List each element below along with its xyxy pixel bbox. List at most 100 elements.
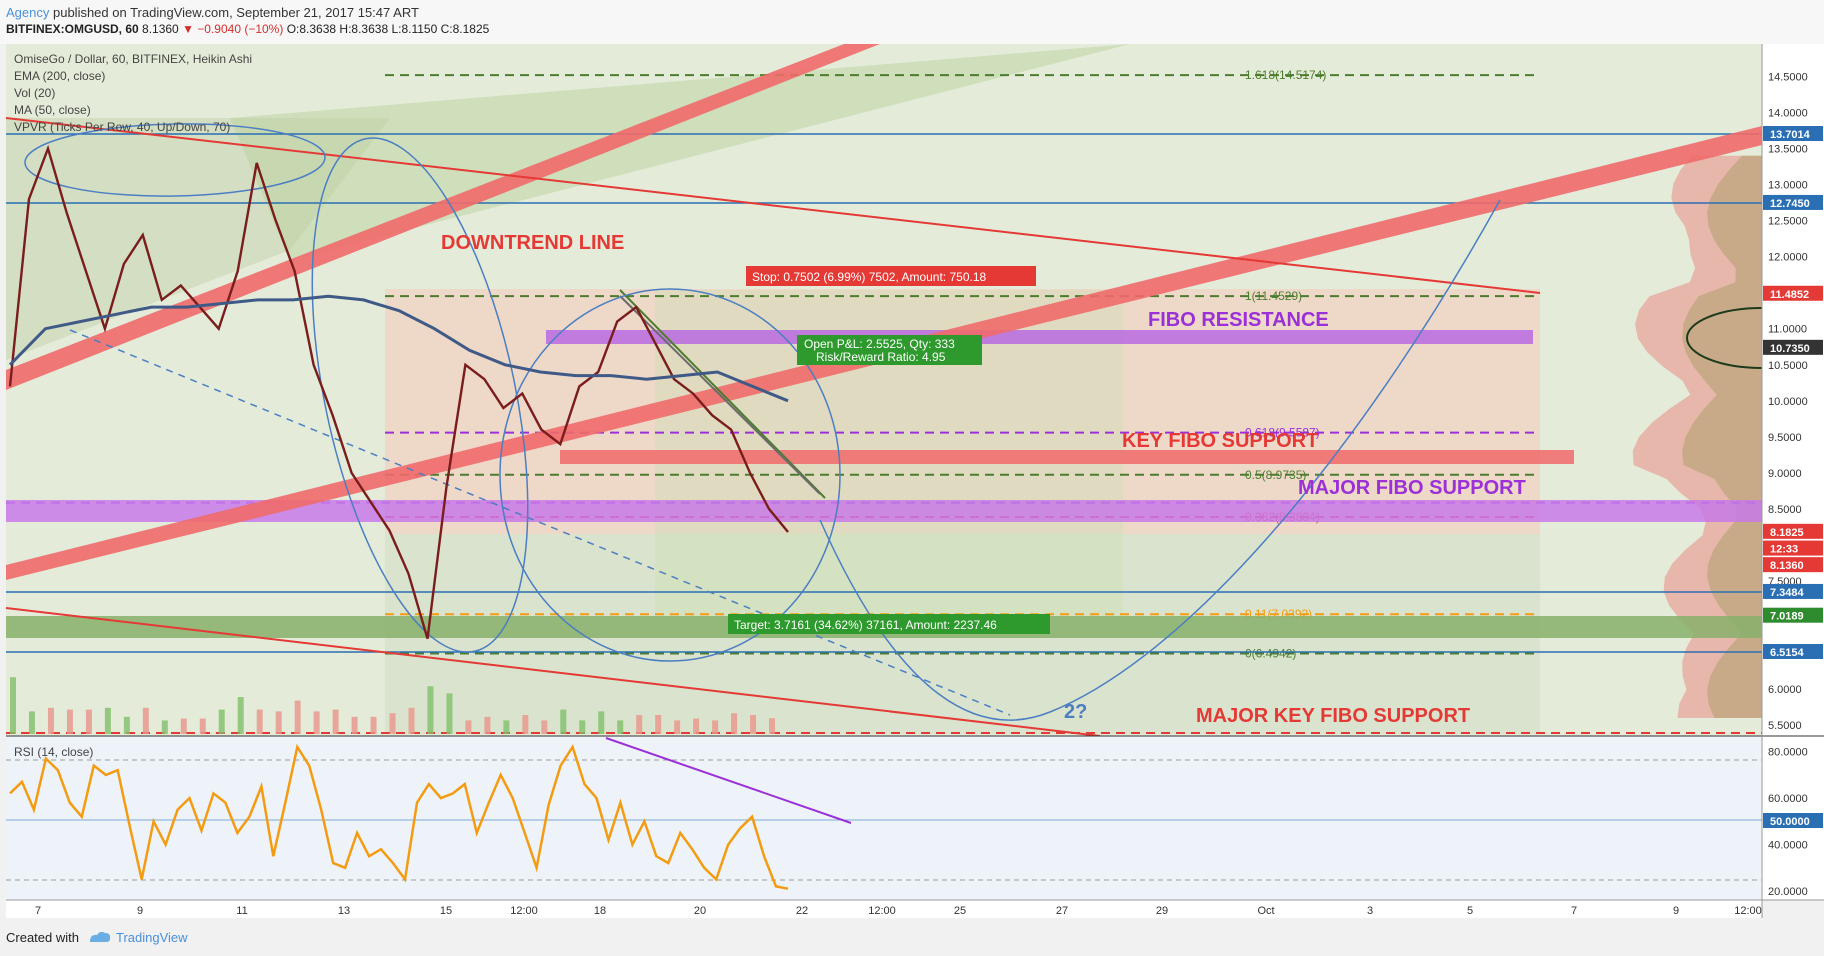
target-label-bg	[728, 614, 1050, 634]
symbol-line: BITFINEX:OMGUSD, 60 8.1360 ▼ −0.9040 (−1…	[6, 22, 489, 36]
volume-bar	[351, 716, 358, 734]
fib-level-label: 0(6.4942)	[1245, 647, 1296, 661]
volume-bar	[560, 709, 567, 734]
volume-bar	[769, 718, 776, 734]
volume-bar	[484, 716, 491, 734]
published-text: published on TradingView.com, September …	[49, 5, 419, 20]
major-key-fibo-label: MAJOR KEY FIBO SUPPORT	[1196, 705, 1470, 727]
fibo-resistance-zone	[546, 330, 1533, 344]
target-label: Target: 3.7161 (34.62%) 37161, Amount: 2…	[734, 618, 997, 632]
price-badge-label: 8.1360	[1770, 560, 1804, 572]
price-badge-label: 7.3484	[1770, 587, 1805, 599]
x-tick-label: 9	[1673, 905, 1679, 917]
vpvr-va-marker	[1686, 307, 1762, 369]
volume-bar	[503, 720, 510, 734]
volume-bar	[123, 716, 130, 734]
volume-bar	[465, 720, 472, 734]
volume-bar	[332, 709, 339, 734]
rsi-line	[9, 743, 789, 890]
x-tick-label: 12:00	[510, 905, 538, 917]
volume-bar	[28, 711, 35, 734]
x-tick-label: 12:00	[868, 905, 896, 917]
rsi-tick-label: 20.0000	[1768, 886, 1808, 898]
volume-bar	[256, 709, 263, 734]
chart-header: Agency published on TradingView.com, Sep…	[0, 0, 1824, 44]
grey-channel-line	[619, 295, 821, 495]
key-fibo-label: KEY FIBO SUPPORT	[1122, 430, 1318, 452]
y-tick-label: 10.0000	[1768, 396, 1808, 408]
price-axis-bg	[1762, 44, 1824, 900]
y-tick-label: 14.0000	[1768, 107, 1808, 119]
x-tick-label: 3	[1367, 905, 1373, 917]
volume-bar	[636, 715, 643, 734]
publish-line: Agency published on TradingView.com, Sep…	[6, 5, 419, 20]
volume-bar	[446, 693, 453, 734]
dashed-trend-line	[69, 329, 1011, 716]
fibo-resistance-label: FIBO RESISTANCE	[1148, 309, 1329, 331]
volume-bar	[275, 711, 282, 734]
y-tick-label: 13.5000	[1768, 144, 1808, 156]
volume-bar	[104, 707, 111, 734]
legend-vol: Vol (20)	[14, 86, 55, 100]
downtrend-label: DOWNTREND LINE	[441, 232, 624, 254]
price-badge-label: 10.7350	[1770, 343, 1810, 355]
fib-level-label: 0.5(8.9735)	[1245, 468, 1306, 482]
x-tick-label: 5	[1467, 905, 1473, 917]
y-tick-label: 9.5000	[1768, 432, 1802, 444]
price-badge	[1763, 339, 1823, 355]
cycle-ellipse-2	[311, 137, 529, 653]
y-tick-label: 10.5000	[1768, 360, 1808, 372]
price-badge	[1763, 643, 1823, 659]
price-badge-label: 7.0189	[1770, 611, 1804, 623]
volume-bar	[370, 716, 377, 734]
chart-canvas[interactable]: 1.618(14.5174) 1(11.4529) 0.618(9.5587) 0.5…	[0, 0, 1824, 918]
rsi-tick-label: 60.0000	[1768, 793, 1808, 805]
x-tick-label: 12:00	[1734, 905, 1762, 917]
y-tick-label: 8.5000	[1768, 504, 1802, 516]
x-tick-label: 7	[1571, 905, 1577, 917]
y-tick-label: 14.5000	[1768, 71, 1808, 83]
last-price: 8.1360	[142, 22, 179, 36]
x-tick-label: 11	[236, 905, 247, 917]
y-tick-label: 6.0000	[1768, 684, 1802, 696]
price-line	[8, 144, 789, 640]
volume-bar	[750, 715, 757, 734]
volume-bar	[199, 718, 206, 734]
x-tick-label: 15	[440, 905, 452, 917]
rsi-tick-label: 40.0000	[1768, 840, 1808, 852]
x-tick-label: 18	[594, 905, 606, 917]
volume-bar	[655, 715, 662, 734]
pnl-label: Open P&L: 2.5525, Qty: 333	[804, 337, 955, 351]
footer: Created with TradingView	[0, 918, 1824, 956]
volume-bar	[693, 718, 700, 734]
fib-level-label: 1.618(14.5174)	[1245, 68, 1326, 82]
volume-bar	[10, 677, 16, 734]
y-tick-label: 13.0000	[1768, 180, 1808, 192]
price-badge	[1763, 194, 1823, 210]
volume-bar	[389, 713, 396, 734]
volume-bar	[313, 711, 320, 734]
key-fibo-support-zone	[560, 450, 1574, 464]
price-badge	[1763, 540, 1823, 556]
y-tick-label: 11.0000	[1768, 324, 1807, 336]
lower-trend-line	[6, 607, 1101, 736]
tradingview-link[interactable]: TradingView	[116, 930, 188, 945]
rsi-trend-line	[605, 737, 852, 824]
price-badge-label: 6.5154	[1770, 647, 1805, 659]
author-link[interactable]: Agency	[6, 5, 50, 20]
price-badge	[1763, 607, 1823, 623]
rsi-badge: 50.0000	[1770, 816, 1810, 828]
y-tick-label: 9.0000	[1768, 468, 1802, 480]
price-badge-label: 12:33	[1770, 544, 1798, 556]
time-axis-bg	[6, 900, 1762, 918]
price-badge-label: 12.7450	[1770, 198, 1810, 210]
x-tick-label: 20	[694, 905, 706, 917]
price-badge	[1763, 557, 1823, 573]
volume-bar	[85, 709, 92, 734]
price-badge	[1763, 583, 1823, 599]
created-with: Created with	[6, 930, 79, 945]
x-tick-label: 29	[1156, 905, 1168, 917]
x-tick-label: 25	[954, 905, 966, 917]
cycle-ellipse-1	[24, 123, 326, 197]
green-channel-line	[619, 289, 826, 499]
